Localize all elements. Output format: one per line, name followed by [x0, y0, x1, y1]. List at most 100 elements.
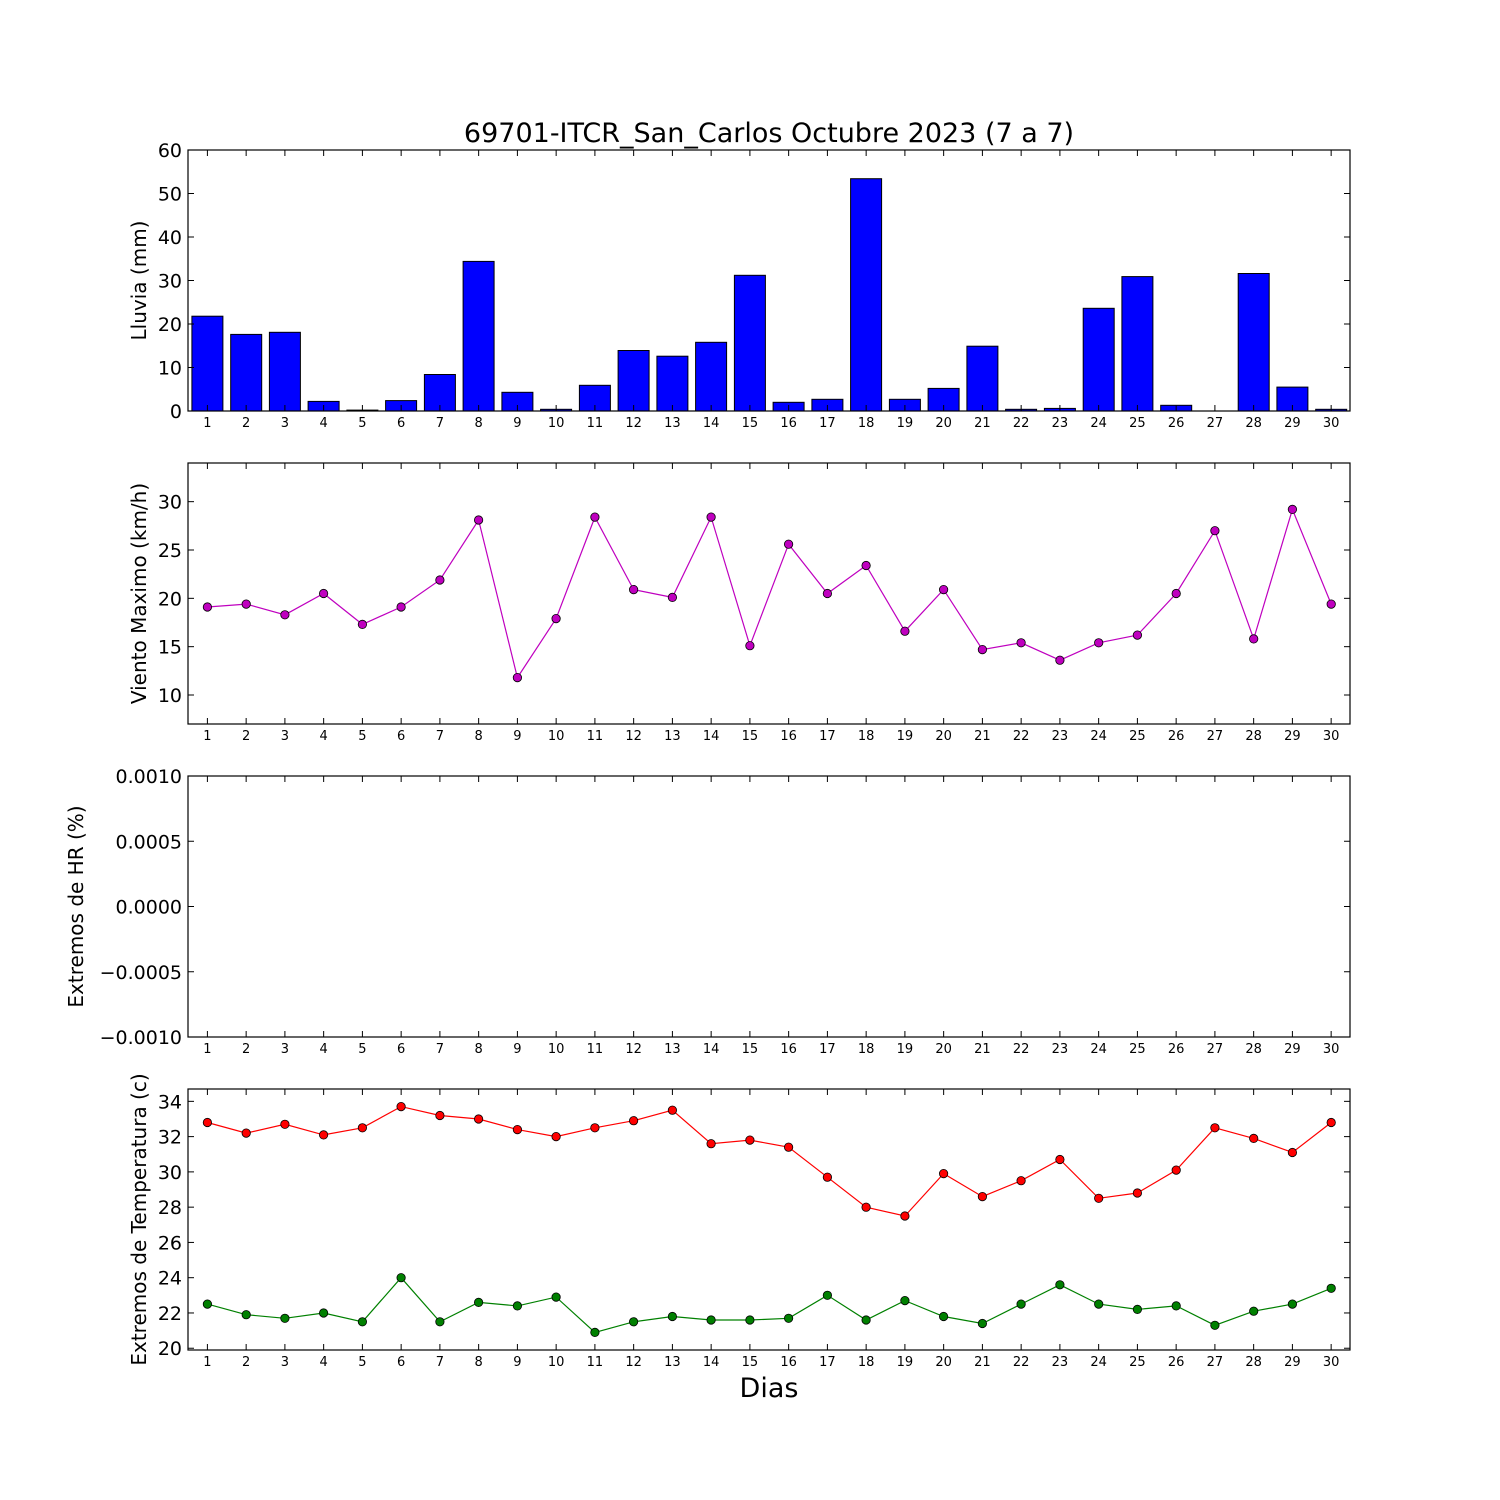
point-series-0-day-25	[1132, 630, 1143, 640]
point-series-1-day-15	[745, 1315, 755, 1325]
point-series-0-day-17	[822, 1172, 833, 1182]
x-tick-label: 23	[1052, 1042, 1069, 1057]
point-series-1-day-2	[241, 1310, 251, 1320]
x-tick-label: 21	[974, 416, 991, 431]
x-tick-label: 22	[1013, 1355, 1030, 1370]
point-series-1-day-23	[1055, 1280, 1065, 1290]
point-series-1-day-1	[202, 1299, 212, 1309]
x-tick-label: 15	[742, 729, 759, 744]
point-series-0-day-1	[202, 1117, 212, 1128]
x-tick-label: 5	[358, 1042, 366, 1057]
point-series-0-day-22	[1016, 1176, 1026, 1186]
x-tick-label: 19	[897, 1355, 914, 1370]
point-series-1-day-9	[512, 1301, 523, 1311]
x-tick-label: 4	[320, 1042, 328, 1057]
point-series-0-day-10	[551, 1132, 561, 1142]
point-series-1-day-20	[938, 1311, 949, 1322]
point-series-1-day-22	[1016, 1299, 1026, 1309]
point-series-0-day-2	[241, 1128, 251, 1138]
chart-title: 69701-ITCR_San_Carlos Octubre 2023 (7 a …	[464, 118, 1074, 149]
x-tick-label: 15	[742, 416, 759, 431]
x-tick-label: 18	[858, 1355, 875, 1370]
bar-day-13	[656, 355, 689, 412]
point-series-0-day-15	[745, 641, 755, 651]
y-axis-label: Lluvia (mm)	[127, 221, 151, 341]
x-tick-label: 19	[897, 729, 914, 744]
x-tick-label: 30	[1323, 416, 1340, 431]
x-tick-label: 20	[935, 1042, 952, 1057]
point-series-0-day-24	[1094, 638, 1104, 648]
x-tick-label: 21	[974, 1355, 991, 1370]
x-tick-label: 6	[397, 729, 405, 744]
point-series-0-day-11	[590, 512, 600, 522]
point-series-1-day-8	[473, 1297, 484, 1308]
x-tick-label: 7	[436, 729, 444, 744]
point-series-0-day-10	[551, 613, 561, 624]
point-series-0-day-27	[1210, 526, 1220, 536]
point-series-0-day-16	[783, 1142, 794, 1152]
x-tick-label: 6	[397, 416, 405, 431]
y-tick-label: 0.0005	[116, 831, 182, 853]
x-tick-label: 25	[1129, 729, 1146, 744]
point-series-1-day-5	[357, 1317, 367, 1327]
x-tick-label: 9	[513, 729, 521, 744]
x-tick-label: 27	[1207, 1355, 1224, 1370]
point-series-0-day-8	[473, 515, 484, 525]
x-tick-label: 17	[819, 1042, 836, 1057]
x-tick-label: 18	[858, 1042, 875, 1057]
x-tick-label: 25	[1129, 416, 1146, 431]
y-tick-label: −0.0005	[100, 962, 182, 984]
x-tick-label: 4	[320, 1355, 328, 1370]
bar-day-25	[1121, 276, 1154, 412]
x-tick-label: 7	[436, 1042, 444, 1057]
point-series-1-day-13	[667, 1311, 678, 1322]
x-tick-label: 9	[513, 1042, 521, 1057]
point-series-1-day-24	[1094, 1299, 1104, 1309]
x-tick-label: 1	[203, 729, 211, 744]
point-series-0-day-9	[512, 1125, 523, 1135]
point-series-0-day-17	[822, 588, 833, 599]
point-series-0-day-6	[396, 602, 406, 612]
x-tick-label: 12	[625, 1042, 642, 1057]
x-tick-label: 19	[897, 416, 914, 431]
point-series-0-day-1	[202, 602, 212, 612]
x-tick-label: 6	[397, 1042, 405, 1057]
point-series-1-day-30	[1326, 1283, 1336, 1293]
point-series-1-day-14	[706, 1315, 716, 1325]
x-tick-label: 24	[1090, 416, 1107, 431]
point-series-0-day-4	[318, 588, 329, 599]
point-series-0-day-21	[977, 644, 988, 655]
y-tick-label: 30	[158, 271, 182, 293]
x-tick-label: 24	[1090, 729, 1107, 744]
y-tick-label: −0.0010	[100, 1027, 182, 1049]
point-series-0-day-3	[280, 610, 290, 620]
x-tick-label: 11	[587, 1355, 604, 1370]
point-series-1-day-12	[628, 1317, 639, 1327]
point-series-0-day-30	[1326, 599, 1336, 609]
point-series-1-day-18	[861, 1315, 871, 1325]
axes-frame	[187, 775, 1351, 1038]
x-tick-label: 17	[819, 729, 836, 744]
x-tick-label: 23	[1052, 729, 1069, 744]
point-series-1-day-28	[1249, 1306, 1259, 1316]
bar-day-28	[1237, 273, 1270, 412]
x-tick-label: 29	[1284, 729, 1301, 744]
x-tick-label: 9	[513, 416, 521, 431]
bar-day-24	[1082, 307, 1115, 412]
point-series-1-day-3	[280, 1313, 290, 1323]
point-series-0-day-29	[1287, 1147, 1298, 1158]
point-series-0-day-20	[938, 1169, 949, 1179]
point-series-0-day-18	[861, 1202, 871, 1212]
point-series-0-day-30	[1326, 1117, 1336, 1128]
x-tick-label: 3	[281, 1355, 289, 1370]
x-tick-label: 26	[1168, 729, 1185, 744]
x-tick-label: 20	[935, 416, 952, 431]
point-series-0-day-29	[1287, 504, 1298, 514]
x-tick-label: 25	[1129, 1042, 1146, 1057]
x-tick-label: 7	[436, 1355, 444, 1370]
x-tick-label: 30	[1323, 1042, 1340, 1057]
x-tick-label: 28	[1245, 1042, 1262, 1057]
point-series-0-day-14	[706, 1139, 716, 1149]
x-tick-label: 24	[1090, 1042, 1107, 1057]
